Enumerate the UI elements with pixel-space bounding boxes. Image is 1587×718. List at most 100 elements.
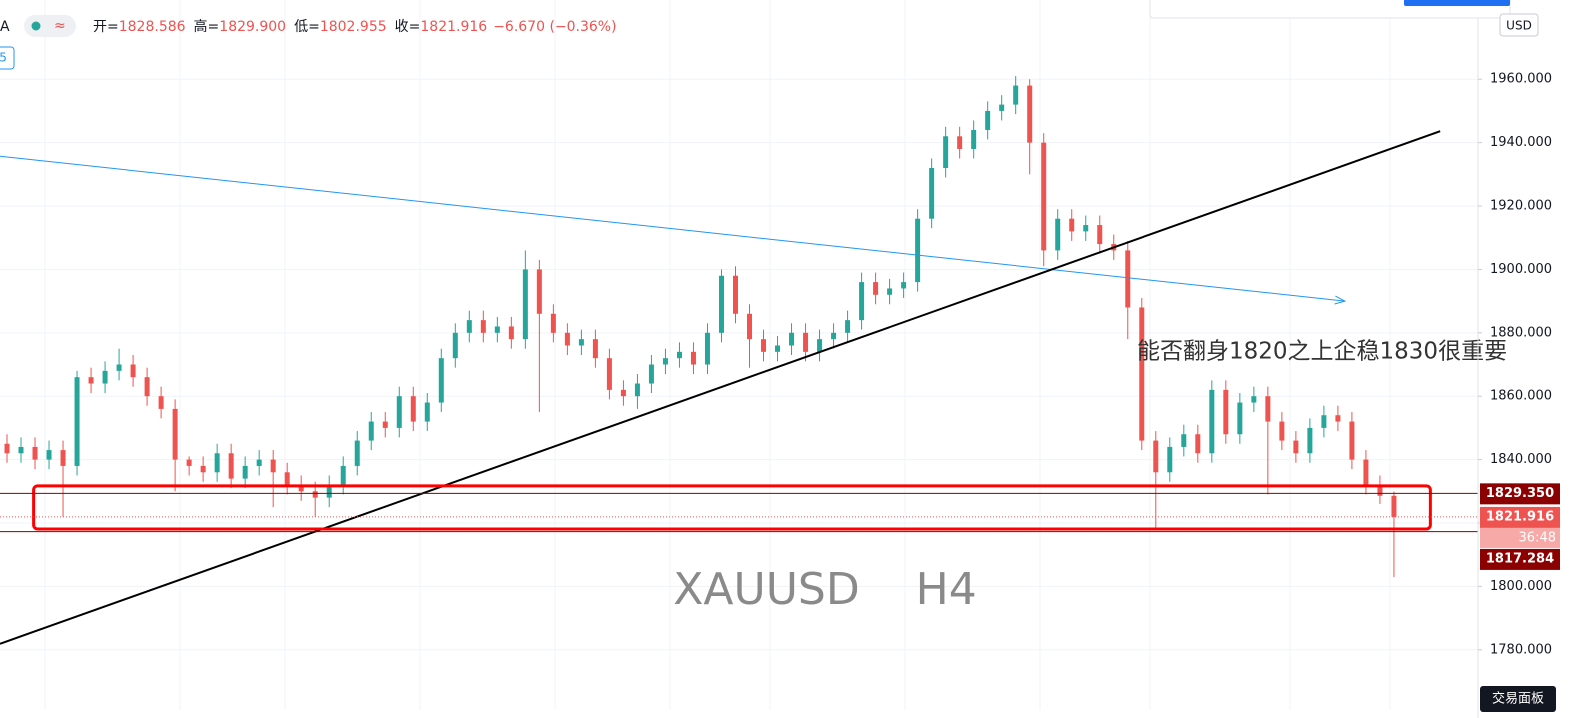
candle-body — [1139, 307, 1145, 441]
candle-body — [88, 377, 94, 384]
legend-label: 低= — [294, 19, 320, 35]
candle-body — [915, 218, 921, 283]
y-tick-label: 1800.000 — [1490, 579, 1552, 594]
legend-value: 1821.916 — [420, 19, 487, 35]
candle-body — [606, 358, 612, 390]
currency-box[interactable] — [1499, 13, 1539, 37]
candle-body — [158, 396, 164, 409]
candle-body — [536, 269, 542, 314]
candle-body — [1265, 396, 1271, 422]
candle-body — [662, 358, 668, 365]
legend-value: 1828.586 — [119, 19, 186, 35]
candle-body — [410, 396, 416, 422]
candle-body — [859, 282, 865, 321]
candle-body — [312, 491, 318, 498]
y-tick-label: 1840.000 — [1490, 452, 1552, 467]
y-tick-label: 1960.000 — [1490, 72, 1552, 87]
trade-panel-button[interactable] — [1480, 686, 1556, 712]
ohlc-legend: 开=1828.586 高=1829.900 低=1802.955 收=1821.916… — [93, 18, 617, 35]
candle-body — [354, 440, 360, 466]
candle-body — [298, 484, 304, 492]
candle-body — [564, 332, 570, 346]
watermark: XAUUSD H4 — [673, 564, 977, 615]
price-line-label: 1829.350 — [1486, 486, 1554, 501]
candle-body — [1251, 396, 1257, 403]
candle-body — [943, 136, 949, 168]
candle-body — [1223, 389, 1229, 435]
legend-value: 1829.900 — [219, 19, 286, 35]
candle-body — [172, 408, 178, 460]
candle-body — [494, 326, 500, 333]
drawings — [0, 130, 1478, 645]
candle-body — [1321, 415, 1327, 428]
candles — [4, 76, 1397, 578]
price-line-box — [1480, 548, 1560, 570]
candle-body — [74, 377, 80, 466]
y-tick-label: 1940.000 — [1490, 135, 1552, 150]
price-axis: 1780.0001800.0001820.0001840.0001860.000… — [1478, 72, 1560, 657]
candle-body — [761, 339, 767, 352]
candle-body — [929, 167, 935, 219]
countdown-box — [1480, 527, 1560, 548]
candle-body — [676, 351, 682, 359]
candle-body — [424, 402, 430, 422]
candle-body — [522, 269, 528, 340]
last-price-label: 1821.916 — [1486, 509, 1554, 524]
candle-body — [845, 320, 851, 333]
candle-body — [326, 484, 332, 498]
candle-body — [1013, 85, 1019, 105]
y-tick-label: 1900.000 — [1490, 262, 1552, 277]
zone — [32, 484, 1432, 531]
candle-body — [704, 332, 710, 365]
price-line-label: 1817.284 — [1486, 551, 1554, 566]
candle-body — [214, 453, 220, 473]
candle-body — [186, 459, 192, 466]
annotation: 能否翻身1820之上企稳1830很重要 — [1137, 339, 1507, 365]
status-pill — [24, 15, 76, 37]
status-dot — [31, 21, 41, 31]
candle-body — [817, 339, 823, 352]
candle-body — [340, 465, 346, 485]
candle-body — [1027, 85, 1033, 143]
button[interactable] — [1404, 0, 1510, 6]
candle-body — [620, 389, 626, 397]
time-grid — [44, 0, 1391, 710]
candle-body — [1307, 427, 1313, 454]
candle-body — [971, 129, 977, 149]
candle-body — [1041, 142, 1047, 251]
candle-body — [985, 110, 991, 130]
candle-body — [116, 364, 122, 371]
candle-body — [1377, 484, 1383, 496]
candle-body — [718, 275, 724, 333]
symbol: A — [0, 19, 10, 35]
candle-body — [4, 443, 10, 454]
trend-line — [0, 130, 1441, 645]
y-tick-label: 1780.000 — [1490, 642, 1552, 657]
candle-body — [887, 288, 893, 295]
candle-body — [873, 282, 879, 295]
candle-body — [382, 421, 388, 428]
legend-label: 收= — [395, 19, 421, 35]
candle-body — [1209, 389, 1215, 454]
candle-body — [634, 383, 640, 397]
candle-body — [831, 332, 837, 340]
legend-value: 1802.955 — [320, 19, 387, 35]
candle-body — [901, 282, 907, 289]
y-tick-label: 1880.000 — [1490, 325, 1552, 340]
candle-body — [242, 465, 248, 479]
trade-panel-label: 交易面板 — [1492, 691, 1544, 707]
y-tick-label: 1920.000 — [1490, 199, 1552, 214]
candle-body — [18, 446, 24, 454]
candle-body — [999, 104, 1005, 111]
last-price-box — [1480, 506, 1560, 528]
candle-body — [508, 326, 514, 340]
badge[interactable] — [0, 46, 15, 70]
candle-body — [1069, 218, 1075, 232]
candle-body — [102, 370, 108, 384]
legend-label: 高= — [194, 18, 220, 35]
candle-body — [1363, 459, 1369, 485]
candle-body — [1195, 434, 1201, 454]
candle-body — [550, 313, 556, 333]
candle-body — [1335, 415, 1341, 422]
candle-body — [803, 332, 809, 352]
